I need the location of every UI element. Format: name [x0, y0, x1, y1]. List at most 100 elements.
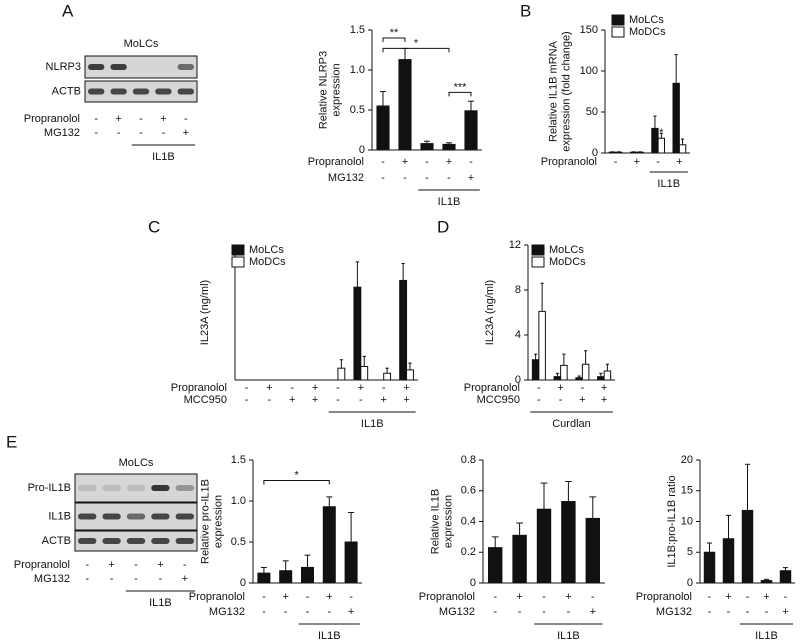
bar	[741, 509, 754, 584]
condition-mark: +	[634, 156, 640, 168]
bar	[703, 551, 716, 584]
condition-mark: -	[559, 394, 563, 406]
bar	[353, 286, 362, 381]
condition-mark: +	[282, 591, 288, 603]
condition-label: MG132	[44, 127, 80, 139]
legend-swatch	[611, 26, 625, 38]
bar	[344, 541, 358, 584]
condition-mark: -	[183, 559, 187, 571]
bar	[779, 570, 792, 584]
y-tick-label: 0.6	[461, 485, 476, 497]
group-label: IL1B	[149, 597, 172, 609]
bar	[257, 572, 271, 584]
condition-mark: +	[183, 127, 189, 139]
blot-membrane	[84, 55, 198, 79]
condition-mark: +	[601, 382, 607, 394]
bar	[575, 377, 583, 381]
condition-mark: -	[184, 113, 188, 125]
bar	[360, 366, 369, 381]
condition-mark: -	[542, 606, 546, 618]
y-tick-label: 15	[681, 485, 693, 497]
condition-mark: +	[312, 394, 318, 406]
condition-mark: -	[94, 113, 98, 125]
blot-band	[78, 538, 97, 544]
y-axis-label: expression (fold change)	[560, 31, 572, 151]
condition-mark: +	[312, 382, 318, 394]
blot-band	[78, 513, 97, 520]
condition-label: Propranolol	[171, 382, 227, 394]
blot-band	[155, 88, 172, 95]
condition-mark: -	[139, 127, 143, 139]
legend-label: MoLCs	[249, 244, 284, 256]
blot-title: MoLCs	[119, 457, 154, 469]
bar	[322, 506, 336, 584]
condition-mark: -	[614, 156, 618, 168]
bar	[651, 127, 659, 154]
blot-band	[177, 64, 194, 70]
condition-mark: -	[591, 591, 595, 603]
condition-mark: -	[746, 606, 750, 618]
blot-band	[126, 538, 146, 544]
bar	[657, 137, 665, 154]
bar	[337, 367, 346, 381]
bar	[512, 534, 527, 584]
condition-mark: +	[402, 156, 408, 168]
condition-mark: -	[447, 172, 451, 184]
condition-mark: +	[565, 591, 571, 603]
blot-band	[132, 88, 150, 95]
significance-bracket	[382, 37, 406, 42]
blot-band	[102, 538, 121, 544]
blot-band	[88, 64, 105, 70]
legend-swatch	[611, 14, 625, 26]
condition-mark: +	[782, 606, 788, 618]
condition-mark: -	[162, 127, 166, 139]
blot-band	[126, 485, 146, 491]
condition-mark: -	[306, 606, 310, 618]
condition-mark: +	[763, 591, 769, 603]
condition-mark: +	[403, 394, 409, 406]
condition-mark: +	[266, 382, 272, 394]
condition-label: MG132	[328, 172, 364, 184]
condition-mark: -	[245, 382, 249, 394]
condition-label: Propranolol	[541, 156, 597, 168]
condition-label: Propranolol	[636, 591, 692, 603]
condition-mark: -	[518, 606, 522, 618]
bar	[398, 59, 412, 151]
condition-mark: -	[581, 382, 585, 394]
condition-label: MG132	[439, 606, 475, 618]
y-tick-label: 50	[586, 106, 598, 118]
condition-mark: -	[537, 394, 541, 406]
condition-mark: -	[159, 573, 163, 585]
y-tick-label: 8	[515, 284, 521, 296]
condition-mark: +	[468, 172, 474, 184]
y-axis-label: IL23A (ng/ml)	[199, 280, 211, 345]
condition-mark: +	[289, 394, 295, 406]
condition-mark: -	[425, 172, 429, 184]
condition-mark: +	[516, 591, 522, 603]
blot-band	[175, 485, 194, 491]
y-tick-label: 1.5	[231, 454, 246, 466]
y-tick-label: 0.8	[461, 454, 476, 466]
condition-mark: -	[493, 606, 497, 618]
condition-mark: +	[590, 606, 596, 618]
y-tick-label: 0	[515, 374, 521, 386]
condition-label: Propranolol	[419, 591, 475, 603]
group-label: IL1B	[152, 151, 175, 163]
bar	[538, 310, 546, 381]
bar	[442, 143, 456, 151]
bar	[608, 151, 617, 154]
y-tick-label: 0	[359, 144, 365, 156]
condition-label: MG132	[34, 573, 70, 585]
condition-mark: -	[727, 606, 731, 618]
panel-letter: A	[62, 1, 74, 20]
bar	[597, 376, 605, 381]
condition-mark: -	[290, 382, 294, 394]
panel-letter: E	[6, 432, 17, 451]
condition-mark: -	[336, 394, 340, 406]
y-tick-label: 1.0	[350, 64, 365, 76]
bar	[376, 105, 390, 151]
y-tick-label: 100	[580, 65, 598, 77]
y-tick-label: 4	[515, 329, 521, 341]
group-label: Curdlan	[552, 418, 591, 430]
condition-mark: -	[336, 382, 340, 394]
